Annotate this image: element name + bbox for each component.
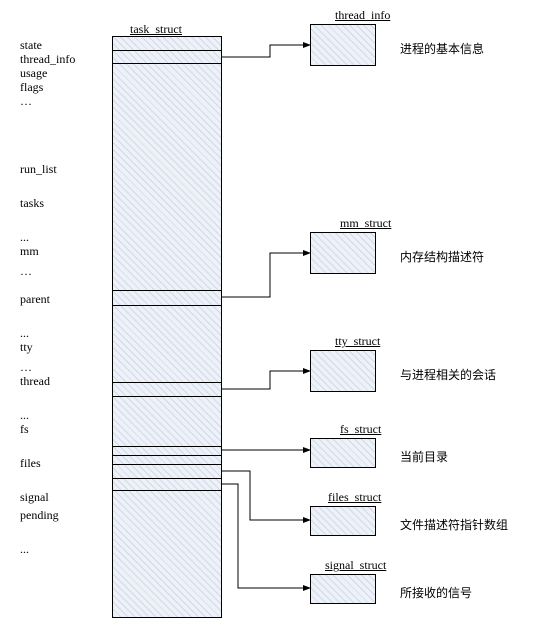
tty_struct-desc: 与进程相关的会话 <box>400 366 496 383</box>
thread_info-label: thread_info <box>335 8 390 23</box>
field-label: tty <box>20 340 33 355</box>
field-label: pending <box>20 508 59 523</box>
tty_struct-label: tty_struct <box>335 334 380 349</box>
task-struct-separator <box>112 290 222 291</box>
field-label: thread_info <box>20 52 75 67</box>
pointer-arrow <box>222 471 310 520</box>
field-label: state <box>20 38 42 53</box>
field-label: ... <box>20 542 29 557</box>
fs_struct-desc: 当前目录 <box>400 448 448 465</box>
fs_struct-label: fs_struct <box>340 422 381 437</box>
field-label: usage <box>20 66 47 81</box>
field-label: fs <box>20 422 29 437</box>
task-struct-separator <box>112 464 222 465</box>
arrows-overlay <box>0 0 542 634</box>
field-label: parent <box>20 292 50 307</box>
field-label: tasks <box>20 196 44 211</box>
signal_struct-desc: 所接收的信号 <box>400 584 472 601</box>
mm_struct-desc: 内存结构描述符 <box>400 248 484 265</box>
task-struct-separator <box>112 455 222 456</box>
signal_struct-box <box>310 574 376 604</box>
files_struct-box <box>310 506 376 536</box>
task-struct-separator <box>112 305 222 306</box>
files_struct-label: files_struct <box>328 490 381 505</box>
mm_struct-label: mm_struct <box>340 216 391 231</box>
field-label: … <box>20 94 32 109</box>
field-label: ... <box>20 408 29 423</box>
task-struct-separator <box>112 50 222 51</box>
task-struct-separator <box>112 490 222 491</box>
field-label: run_list <box>20 162 57 177</box>
task-struct-separator <box>112 396 222 397</box>
task-struct-separator <box>112 478 222 479</box>
field-label: mm <box>20 244 39 259</box>
field-label: … <box>20 360 32 375</box>
signal_struct-label: signal_struct <box>325 558 386 573</box>
task-struct-separator <box>112 63 222 64</box>
task-struct-box <box>112 36 222 618</box>
thread_info-desc: 进程的基本信息 <box>400 40 484 57</box>
fs_struct-box <box>310 438 376 468</box>
field-label: … <box>20 264 32 279</box>
field-label: signal <box>20 490 49 505</box>
field-label: flags <box>20 80 43 95</box>
field-label: ... <box>20 326 29 341</box>
pointer-arrow <box>222 371 310 389</box>
pointer-arrow <box>222 484 310 588</box>
field-label: ... <box>20 230 29 245</box>
field-label: thread <box>20 374 50 389</box>
task-struct-separator <box>112 446 222 447</box>
diagram-canvas: task_struct statethread_infousageflags…r… <box>0 0 542 634</box>
task-struct-separator <box>112 382 222 383</box>
field-label: files <box>20 456 41 471</box>
pointer-arrow <box>222 45 310 57</box>
thread_info-box <box>310 24 376 66</box>
task-struct-label: task_struct <box>130 22 182 37</box>
pointer-arrow <box>222 253 310 297</box>
mm_struct-box <box>310 232 376 274</box>
tty_struct-box <box>310 350 376 392</box>
files_struct-desc: 文件描述符指针数组 <box>400 516 508 533</box>
